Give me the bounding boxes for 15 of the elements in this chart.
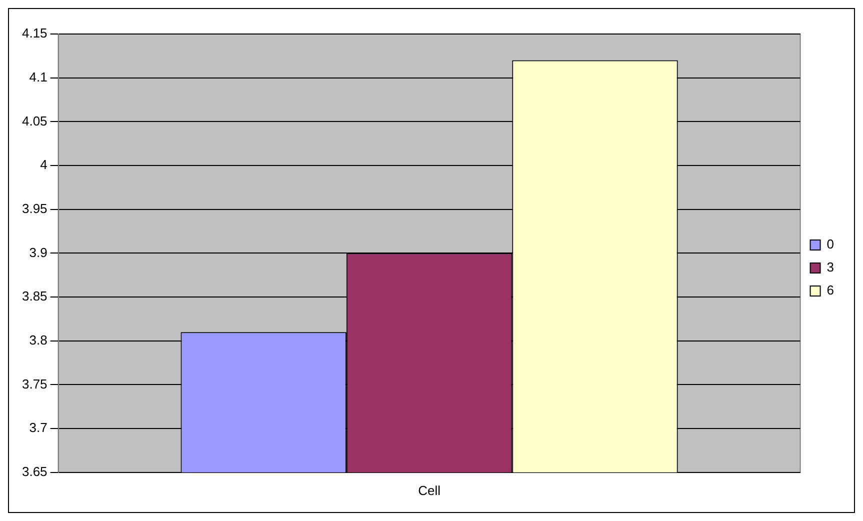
legend-label: 3 [826, 260, 834, 275]
y-tick-label: 4.1 [29, 69, 48, 84]
y-tick-label: 3.65 [22, 464, 48, 479]
y-tick-label: 3.9 [29, 244, 48, 260]
x-tick-label: Cell [418, 482, 441, 498]
y-tick-label: 4.15 [22, 26, 48, 41]
legend-label: 0 [826, 236, 834, 252]
y-tick-label: 4 [40, 157, 48, 172]
legend-label: 6 [826, 282, 834, 298]
y-tick-label: 3.8 [29, 332, 48, 348]
y-tick-label: 3.95 [22, 200, 48, 216]
y-tick-label: 3.75 [22, 376, 48, 392]
y-tick-label: 3.85 [22, 288, 48, 304]
y-tick-label: 4.05 [22, 113, 48, 128]
y-tick-label: 3.7 [29, 420, 48, 436]
